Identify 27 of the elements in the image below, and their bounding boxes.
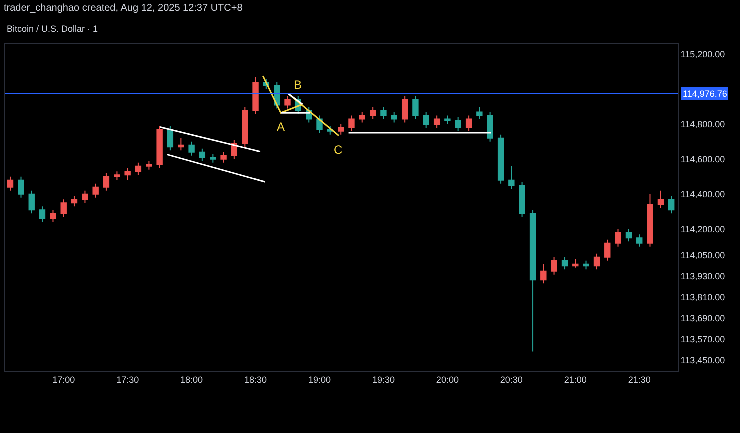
x-tick-label: 18:00 xyxy=(180,374,204,385)
x-tick-label: 19:00 xyxy=(308,374,332,385)
x-tick-label: 20:00 xyxy=(436,374,459,385)
y-tick-label: 113,570.00 xyxy=(680,334,726,345)
ref-line-label: 114,976.76 xyxy=(683,89,728,99)
x-tick-label: 19:30 xyxy=(372,374,395,385)
chart-title: Bitcoin / U.S. Dollar · 1 xyxy=(7,24,98,34)
annotation: C xyxy=(334,143,343,157)
y-tick-label: 113,930.00 xyxy=(680,272,726,282)
y-tick-label: 114,200.00 xyxy=(680,224,726,235)
y-tick-label: 114,400.00 xyxy=(680,190,726,200)
x-tick-label: 21:00 xyxy=(564,374,587,385)
chart-subtitle: trader_changhao created, Aug 12, 2025 12:37 UTC+8 xyxy=(4,3,244,14)
y-tick-label: 113,690.00 xyxy=(680,314,726,324)
y-tick-label: 113,450.00 xyxy=(680,356,726,366)
x-tick-label: 18:30 xyxy=(244,374,268,385)
x-tick-label: 21:30 xyxy=(628,374,651,385)
x-tick-label: 17:30 xyxy=(116,374,140,385)
y-tick-label: 114,050.00 xyxy=(680,250,726,261)
y-tick-label: 113,810.00 xyxy=(680,292,726,303)
x-tick-label: 20:30 xyxy=(500,374,523,385)
y-tick-label: 115,200.00 xyxy=(680,50,726,60)
y-tick-label: 114,800.00 xyxy=(680,120,726,130)
x-tick-label: 17:00 xyxy=(52,374,76,385)
y-tick-label: 114,600.00 xyxy=(680,154,726,165)
annotation: A xyxy=(277,120,286,134)
annotation: B xyxy=(294,78,302,92)
